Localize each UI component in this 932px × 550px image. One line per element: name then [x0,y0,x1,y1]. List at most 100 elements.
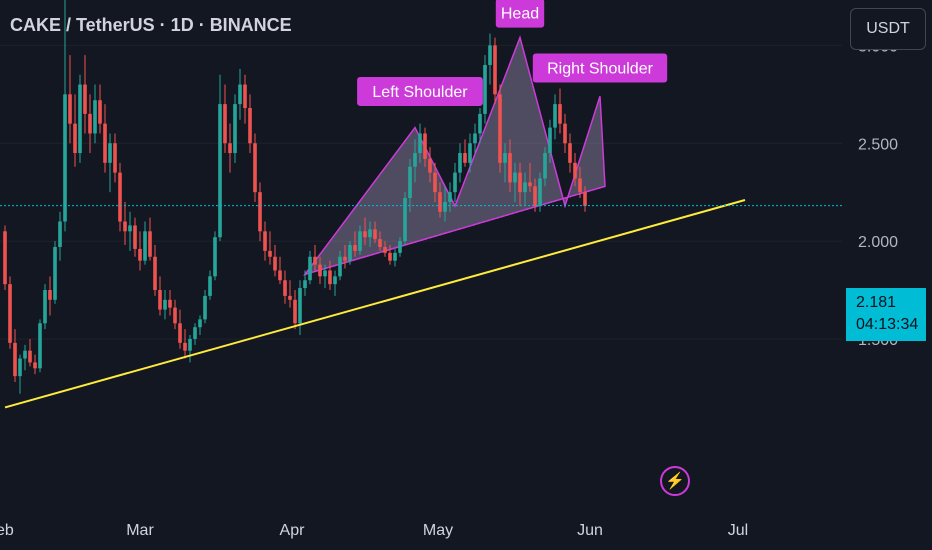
x-tick-label: Jul [728,522,748,539]
candle-body [393,252,397,261]
candle-body [453,172,457,193]
candle-body [203,295,207,320]
candle-body [323,270,327,277]
candle-body [533,186,537,206]
candle-body [408,166,412,199]
candle-body [138,248,142,261]
candle-body [43,290,47,324]
candle-body [58,221,62,247]
candle-body [163,299,167,310]
pattern-label-box [532,53,668,83]
candle-body [333,276,337,285]
candles-group [3,0,587,394]
pattern-label: Left Shoulder [372,84,468,101]
candle-body [543,153,547,179]
candle-body [308,256,312,281]
x-tick-label: Jun [577,522,603,539]
candle-body [468,143,472,163]
flash-icon[interactable]: ⚡ [660,466,690,496]
candle-body [253,143,257,193]
candle-body [373,229,377,240]
candle-body [123,221,127,232]
x-tick-label: Feb [0,522,14,539]
ascending-trendline [4,199,746,409]
candle-body [228,143,232,154]
candle-body [493,45,497,95]
candle-body [518,172,522,193]
candle-body [173,307,177,324]
candle-body [63,94,67,222]
candle-body [103,123,107,163]
pattern-label-box [495,0,545,28]
candle-body [258,192,262,232]
candle-body [238,84,242,105]
candle-body [298,288,302,324]
candle-body [358,231,362,251]
candle-body [288,295,292,300]
candle-body [348,245,352,261]
candle-body [153,256,157,291]
candle-body [83,84,87,114]
pattern-label: Head [501,6,539,23]
candle-body [563,123,567,144]
candle-body [273,256,277,271]
candle-body [223,104,227,144]
candle-body [38,323,42,369]
candle-body [398,241,402,253]
candle-body [113,143,117,173]
candle-body [343,256,347,261]
candle-body [188,338,192,351]
pattern-label-box [357,76,483,106]
x-tick-label: May [423,522,453,539]
candle-body [13,342,17,377]
candle-body [378,239,382,247]
candle-body [383,246,387,253]
last-price-value: 2.181 [856,294,897,311]
candle-body [303,280,307,289]
x-tick-label: Mar [126,522,154,539]
candle-body [433,172,437,193]
candle-body [248,108,252,144]
candle-body [418,133,422,154]
candle-body [68,94,72,124]
candle-body [93,100,97,134]
candle-body [528,182,532,187]
candle-body [48,290,52,300]
candle-body [213,237,217,277]
candle-body [208,276,212,296]
candle-body [423,133,427,159]
candle-body [438,192,442,212]
y-tick-label: 2.500 [858,136,898,153]
candle-body [168,299,172,308]
candle-body [353,245,357,251]
candle-body [448,192,452,202]
candle-body [463,153,467,163]
candle-body [313,256,317,265]
candle-body [118,172,122,222]
candle-body [338,256,342,277]
candle-body [108,143,112,163]
candle-body [18,358,22,377]
currency-button[interactable]: USDT [850,8,926,50]
candle-body [98,100,102,124]
candle-body [128,225,132,232]
symbol-title[interactable]: CAKE / TetherUS · 1D · BINANCE [10,15,292,35]
candle-body [193,327,197,339]
candle-body [28,350,32,363]
x-tick-label: Apr [280,522,306,539]
candle-body [388,252,392,261]
candle-body [158,290,162,310]
candle-body [548,127,552,154]
candle-body [508,153,512,183]
candle-body [233,104,237,154]
candle-body [483,64,487,114]
candle-body [218,104,222,238]
candle-body [268,250,272,257]
candle-body [368,229,372,238]
candle-body [243,84,247,109]
pattern-label: Right Shoulder [547,60,654,77]
candle-body [88,113,92,134]
candle-body [53,246,57,300]
